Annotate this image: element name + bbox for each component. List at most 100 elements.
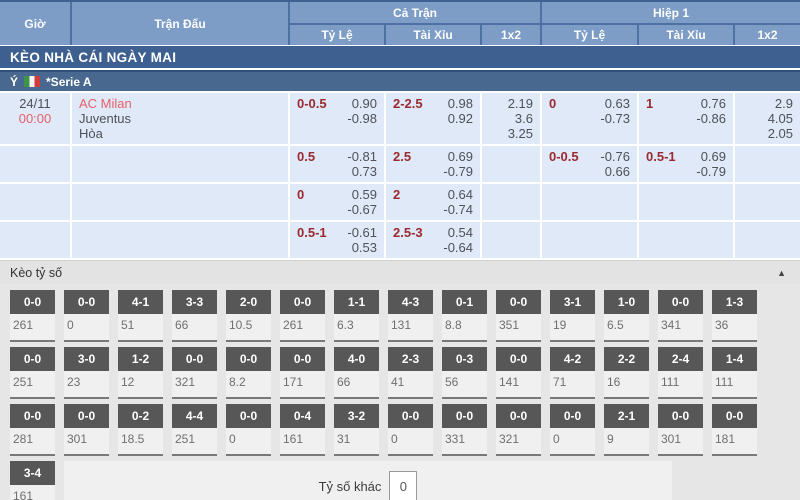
score-cell[interactable]: 2-2 16 [604,347,649,399]
score-cell[interactable]: 0-0 301 [64,404,109,456]
score-cell[interactable]: 0-0 321 [496,404,541,456]
group-header-first-half: Hiệp 1 [542,2,800,23]
col-header-h1-1x2: 1x2 [735,25,800,45]
score-cell[interactable]: 4-3 131 [388,290,433,342]
score-row: 0-0 251 3-0 23 1-2 12 0-0 321 0-0 8.2 0-0 171 4-0 66 2… [10,347,800,399]
score-cell[interactable]: 0-0 0 [550,404,595,456]
score-row: 3-4 161 Tỷ số khác [10,461,800,500]
match-cell [72,184,288,220]
score-cell[interactable]: 1-4 111 [712,347,757,399]
score-odds: 111 [661,375,680,389]
score-cell[interactable]: 1-2 12 [118,347,163,399]
score-cell[interactable]: 0-0 261 [10,290,55,342]
score-cell[interactable]: 0-0 141 [496,347,541,399]
odds-value: -0.67 [347,202,377,217]
score-odds: 56 [445,375,459,389]
h1-1x2-cell[interactable]: 2.9 4.05 2.05 [735,93,800,144]
score-cell[interactable]: 4-4 251 [172,404,217,456]
ft-handicap-cell[interactable]: 0.5-1 -0.61 0.53 [290,222,384,258]
league-header[interactable]: Ý *Serie A [0,70,800,91]
score-grid: 0-0 261 0-0 0 4-1 51 3-3 66 2-0 10.5 0-0 261 1-1 6.3 4… [0,284,800,500]
correct-score-title: Kèo tỷ số [10,265,63,280]
score-cell[interactable]: 0-0 351 [496,290,541,342]
score-cell[interactable]: 1-3 36 [712,290,757,342]
h1-overunder-cell [639,222,733,258]
score-odds: 281 [13,432,34,446]
odds-1x2-stack: 2.9 4.05 2.05 [768,96,793,141]
ft-overunder-cell[interactable]: 2.5-3 0.54 -0.64 [386,222,480,258]
score-cell[interactable]: 2-3 41 [388,347,433,399]
score-cell[interactable]: 0-0 321 [172,347,217,399]
ft-handicap-cell[interactable]: 0-0.5 0.90 -0.98 [290,93,384,144]
h1-handicap-cell [542,184,637,220]
score-cell[interactable]: 1-1 6.3 [334,290,379,342]
score-odds: 0 [553,432,560,446]
score-cell[interactable]: 0-0 181 [712,404,757,456]
score-cell[interactable]: 2-4 111 [658,347,703,399]
score-box: 3-2 [334,404,379,428]
handicap-line: 0 [297,187,305,202]
handicap-line: 0 [549,96,557,111]
ft-handicap-cell[interactable]: 0 0.59 -0.67 [290,184,384,220]
score-cell[interactable]: 0-0 8.2 [226,347,271,399]
handicap-line: 2.5-3 [393,225,423,240]
time-cell [0,146,70,182]
score-cell[interactable]: 0-0 0 [388,404,433,456]
odds-value: 0.64 [447,187,473,202]
odds-stack: 0.59 -0.67 [347,187,377,217]
score-box: 0-0 [172,347,217,371]
odds-stack: 0.90 -0.98 [347,96,377,126]
score-cell[interactable]: 0-0 251 [10,347,55,399]
score-cell[interactable]: 4-0 66 [334,347,379,399]
ft-overunder-cell[interactable]: 2-2.5 0.98 0.92 [386,93,480,144]
score-odds: 19 [553,318,567,332]
score-cell[interactable]: 1-0 6.5 [604,290,649,342]
score-cell[interactable]: 4-1 51 [118,290,163,342]
h1-handicap-cell[interactable]: 0 0.63 -0.73 [542,93,637,144]
ft-handicap-cell[interactable]: 0.5 -0.81 0.73 [290,146,384,182]
score-cell[interactable]: 0-1 8.8 [442,290,487,342]
score-box: 0-0 [226,347,271,371]
score-cell[interactable]: 0-0 0 [226,404,271,456]
score-box: 0-0 [496,347,541,371]
odds-value: 0.73 [351,164,377,179]
score-odds: 12 [121,375,135,389]
score-odds: 16 [607,375,621,389]
score-box: 0-0 [226,404,271,428]
score-odds: 0 [391,432,398,446]
h1-overunder-cell[interactable]: 0.5-1 0.69 -0.79 [639,146,733,182]
score-cell[interactable]: 0-0 341 [658,290,703,342]
score-cell[interactable]: 2-1 9 [604,404,649,456]
ft-overunder-cell[interactable]: 2 0.64 -0.74 [386,184,480,220]
ft-1x2-cell[interactable]: 2.19 3.6 3.25 [482,93,540,144]
odds-value: -0.81 [347,149,377,164]
score-cell[interactable]: 3-4 161 [10,461,55,500]
score-box: 4-0 [334,347,379,371]
score-box: 0-0 [280,347,325,371]
score-cell[interactable]: 3-3 66 [172,290,217,342]
score-cell[interactable]: 0-0 261 [280,290,325,342]
score-cell[interactable]: 0-0 331 [442,404,487,456]
odds-stack: 0.69 -0.79 [443,149,473,179]
score-cell[interactable]: 0-2 18.5 [118,404,163,456]
h1-handicap-cell[interactable]: 0-0.5 -0.76 0.66 [542,146,637,182]
score-cell[interactable]: 0-3 56 [442,347,487,399]
h1-overunder-cell[interactable]: 1 0.76 -0.86 [639,93,733,144]
score-cell[interactable]: 0-0 301 [658,404,703,456]
score-cell[interactable]: 0-0 281 [10,404,55,456]
handicap-line: 2.5 [393,149,412,164]
score-cell[interactable]: 2-0 10.5 [226,290,271,342]
odds-value: 0.66 [604,164,630,179]
score-cell[interactable]: 0-0 171 [280,347,325,399]
score-cell[interactable]: 3-0 23 [64,347,109,399]
ft-overunder-cell[interactable]: 2.5 0.69 -0.79 [386,146,480,182]
score-cell[interactable]: 4-2 71 [550,347,595,399]
score-cell[interactable]: 0-4 161 [280,404,325,456]
score-cell[interactable]: 3-2 31 [334,404,379,456]
score-cell[interactable]: 0-0 0 [64,290,109,342]
collapse-arrow-icon[interactable]: ▲ [777,267,786,278]
score-cell[interactable]: 3-1 19 [550,290,595,342]
score-odds: 8.8 [445,318,462,332]
score-box: 1-1 [334,290,379,314]
other-score-input[interactable] [389,471,418,500]
